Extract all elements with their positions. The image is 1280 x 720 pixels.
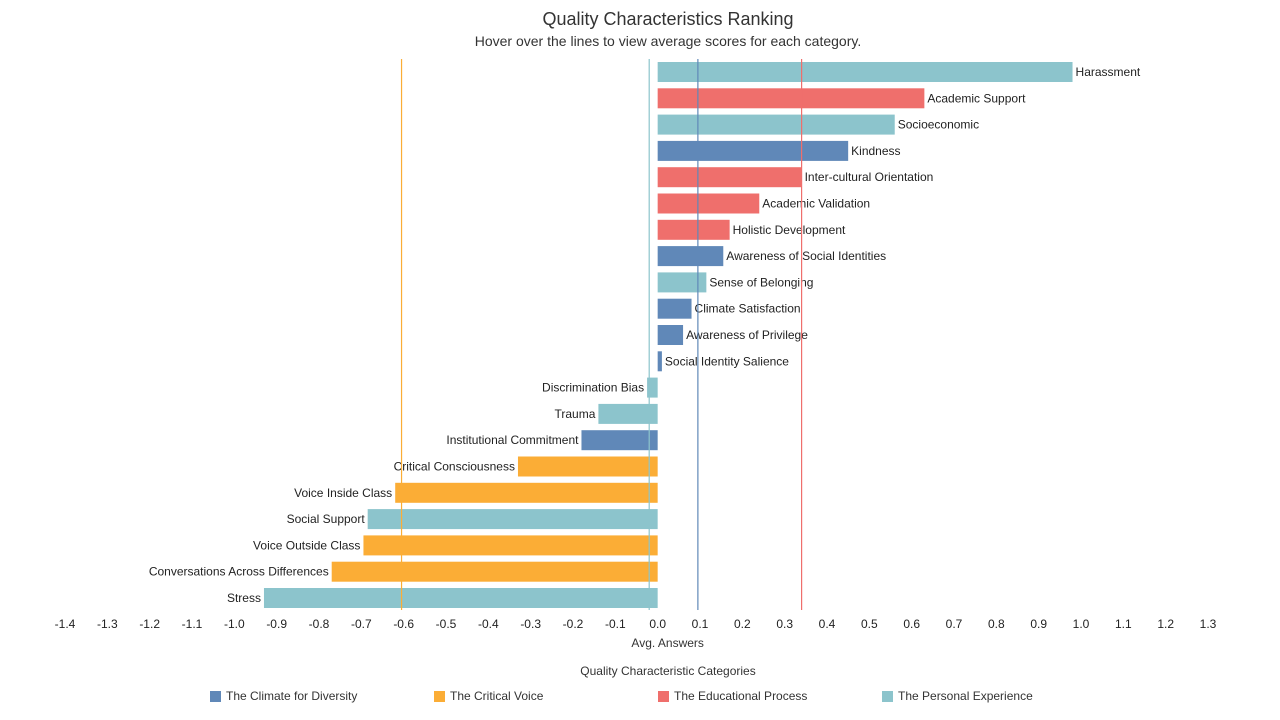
x-tick-label: -0.3 xyxy=(520,617,541,631)
x-tick-label: 0.3 xyxy=(776,617,793,631)
legend-label: The Climate for Diversity xyxy=(226,689,358,703)
x-tick-label: -0.8 xyxy=(309,617,330,631)
bar[interactable] xyxy=(657,88,925,109)
x-tick-label: -1.1 xyxy=(182,617,203,631)
legend-item-climate-for-diversity[interactable]: The Climate for Diversity xyxy=(210,688,357,704)
bar-label: Social Support xyxy=(287,512,366,526)
x-tick-label: 1.0 xyxy=(1073,617,1090,631)
legend-label: The Personal Experience xyxy=(898,689,1033,703)
bar-label: Voice Inside Class xyxy=(294,486,392,500)
bar[interactable] xyxy=(331,561,658,582)
x-tick-label: 0.4 xyxy=(819,617,836,631)
x-tick-label: 0.2 xyxy=(734,617,751,631)
bar[interactable] xyxy=(581,430,658,451)
bar-label: Institutional Commitment xyxy=(446,433,579,447)
x-tick-label: -0.2 xyxy=(563,617,584,631)
bar[interactable] xyxy=(657,325,684,345)
x-tick-label: -0.4 xyxy=(478,617,499,631)
bar-label: Stress xyxy=(227,591,261,605)
legend-label: The Critical Voice xyxy=(450,689,544,703)
x-tick-label: -0.1 xyxy=(605,617,626,631)
bar-label: Climate Satisfaction xyxy=(695,302,801,316)
bar-label: Discrimination Bias xyxy=(542,381,644,395)
bar-label: Academic Validation xyxy=(762,197,870,211)
legend-swatch xyxy=(434,690,445,702)
x-tick-label: 0.7 xyxy=(946,617,963,631)
legend-item-personal-experience[interactable]: The Personal Experience xyxy=(882,688,1033,704)
bar[interactable] xyxy=(517,456,658,477)
bar[interactable] xyxy=(657,246,724,267)
x-axis-label: Avg. Answers xyxy=(631,636,703,650)
legend-label: The Educational Process xyxy=(674,689,808,703)
x-tick-label: 0.8 xyxy=(988,617,1005,631)
bar[interactable] xyxy=(657,114,895,135)
bar[interactable] xyxy=(367,509,658,530)
legend-swatch xyxy=(882,690,893,702)
bar-label: Holistic Development xyxy=(733,223,846,237)
x-tick-label: -0.5 xyxy=(436,617,457,631)
legend-title: Quality Characteristic Categories xyxy=(580,664,756,678)
x-tick-label: -0.7 xyxy=(351,617,372,631)
x-tick-label: 1.1 xyxy=(1115,617,1132,631)
bar-label: Conversations Across Differences xyxy=(149,565,329,579)
bar-label: Socioeconomic xyxy=(898,118,979,132)
bar[interactable] xyxy=(657,272,707,293)
x-tick-label: -0.9 xyxy=(266,617,287,631)
bar-label: Voice Outside Class xyxy=(253,538,360,552)
legend-swatch xyxy=(210,690,221,702)
bar[interactable] xyxy=(598,403,658,424)
legend-swatch xyxy=(658,690,669,702)
bar-label: Harassment xyxy=(1076,65,1141,79)
x-tick-label: 0.0 xyxy=(649,617,666,631)
x-tick-label: 1.3 xyxy=(1200,617,1217,631)
bar[interactable] xyxy=(395,482,658,503)
bar[interactable] xyxy=(647,377,658,398)
bar[interactable] xyxy=(657,351,662,372)
x-tick-label: -0.6 xyxy=(393,617,414,631)
x-tick-label: 1.2 xyxy=(1157,617,1174,631)
bar[interactable] xyxy=(263,588,658,608)
bar-label: Awareness of Social Identities xyxy=(726,249,886,263)
bar-label: Kindness xyxy=(851,144,900,158)
x-tick-label: -1.4 xyxy=(55,617,76,631)
bar-label: Critical Consciousness xyxy=(394,460,515,474)
chart-subtitle: Hover over the lines to view average sco… xyxy=(474,33,862,49)
bar-label: Inter-cultural Orientation xyxy=(805,170,934,184)
x-tick-label: 0.1 xyxy=(692,617,709,631)
legend-item-critical-voice[interactable]: The Critical Voice xyxy=(434,688,543,704)
bar[interactable] xyxy=(657,193,760,214)
bar[interactable] xyxy=(657,62,1073,82)
x-tick-label: 0.6 xyxy=(903,617,920,631)
x-tick-label: 0.5 xyxy=(861,617,878,631)
x-tick-label: 0.9 xyxy=(1030,617,1047,631)
bar[interactable] xyxy=(363,535,658,556)
bar[interactable] xyxy=(657,298,692,319)
bar-label: Awareness of Privilege xyxy=(686,328,808,342)
legend-item-educational-process[interactable]: The Educational Process xyxy=(658,688,807,704)
chart-title: Quality Characteristics Ranking xyxy=(542,9,794,29)
x-tick-label: -1.3 xyxy=(97,617,118,631)
bar-label: Academic Support xyxy=(927,91,1026,105)
bar-label: Sense of Belonging xyxy=(709,275,813,289)
bar-chart: Harassment Academic Support Socioeconomic K… xyxy=(55,59,1217,650)
bar-label: Trauma xyxy=(554,407,595,421)
bar-label: Social Identity Salience xyxy=(665,354,789,368)
x-tick-label: -1.2 xyxy=(139,617,160,631)
x-tick-label: -1.0 xyxy=(224,617,245,631)
bar[interactable] xyxy=(657,219,730,240)
bar[interactable] xyxy=(657,167,802,188)
bar[interactable] xyxy=(657,140,849,161)
